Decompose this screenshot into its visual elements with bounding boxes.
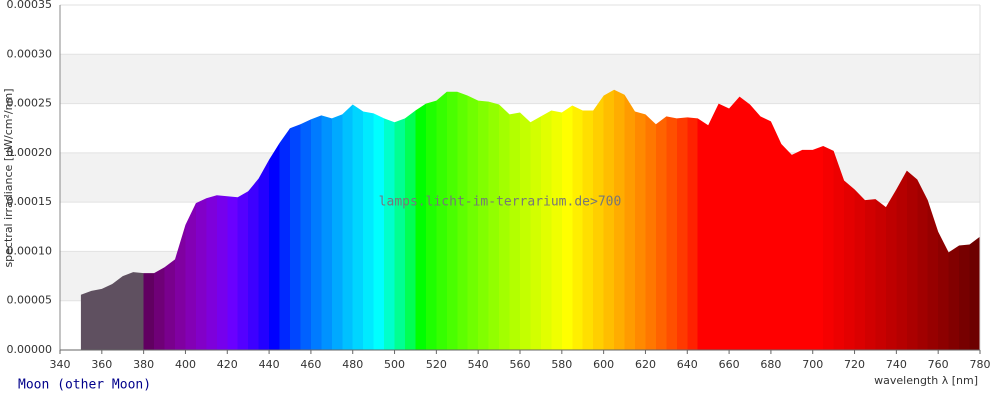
x-tick-label: 360: [91, 358, 112, 371]
x-tick-label: 340: [50, 358, 71, 371]
x-tick-label: 720: [844, 358, 865, 371]
y-tick-label: 0.00010: [7, 244, 53, 257]
spectrum-area: [80, 89, 981, 351]
x-tick-label: 660: [719, 358, 740, 371]
x-tick-label: 560: [510, 358, 531, 371]
x-tick-label: 420: [217, 358, 238, 371]
x-axis-label: wavelength λ [nm]: [874, 374, 978, 387]
x-tick-label: 680: [760, 358, 781, 371]
grid-band: [60, 54, 980, 104]
x-tick-label: 620: [635, 358, 656, 371]
x-tick-label: 640: [677, 358, 698, 371]
x-tick-label: 540: [468, 358, 489, 371]
y-tick-label: 0.00025: [7, 97, 53, 110]
y-tick-label: 0.00030: [7, 47, 53, 60]
x-tick-label: 480: [342, 358, 363, 371]
x-tick-label: 500: [384, 358, 405, 371]
y-tick-label: 0.00005: [7, 294, 53, 307]
x-tick-label: 600: [593, 358, 614, 371]
x-tick-label: 520: [426, 358, 447, 371]
y-tick-label: 0.00035: [7, 0, 53, 11]
x-tick-label: 440: [259, 358, 280, 371]
y-tick-label: 0.00015: [7, 195, 53, 208]
x-tick-label: 400: [175, 358, 196, 371]
y-tick-label: 0.00020: [7, 146, 53, 159]
chart-title: Moon (other Moon): [18, 378, 151, 393]
y-tick-label: 0.00000: [7, 343, 53, 356]
x-tick-label: 380: [133, 358, 154, 371]
x-tick-label: 460: [300, 358, 321, 371]
x-tick-label: 700: [802, 358, 823, 371]
x-tick-label: 780: [970, 358, 991, 371]
x-tick-label: 760: [928, 358, 949, 371]
watermark: lamps.licht-im-terrarium.de>700: [379, 195, 622, 210]
x-tick-label: 580: [551, 358, 572, 371]
y-axis-label: spectral irradiance [µW/cm²/nm]: [2, 88, 15, 267]
x-tick-label: 740: [886, 358, 907, 371]
